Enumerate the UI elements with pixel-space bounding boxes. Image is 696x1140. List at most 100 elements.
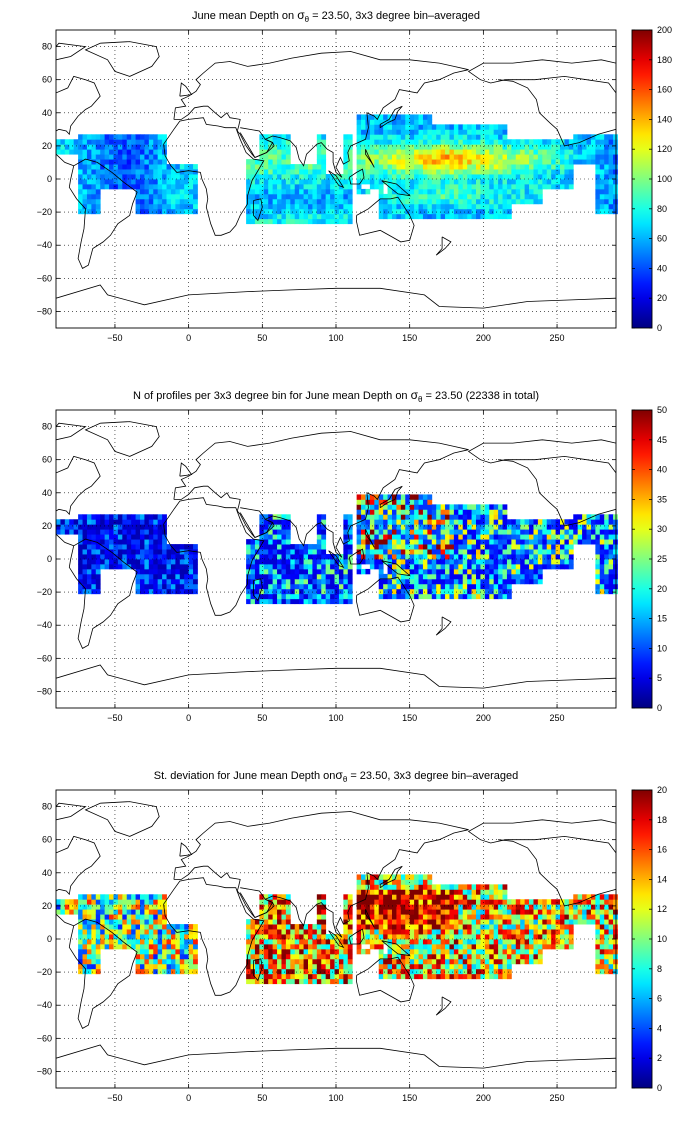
heatmap-cell xyxy=(476,953,481,960)
coastline xyxy=(173,51,469,178)
heatmap-cell xyxy=(471,554,477,560)
heatmap-cell xyxy=(69,904,75,910)
heatmap-cell xyxy=(506,973,512,980)
heatmap-cell xyxy=(285,179,291,185)
heatmap-cell xyxy=(369,154,375,160)
heatmap-cell xyxy=(184,924,190,930)
heatmap-cell xyxy=(325,948,331,955)
heatmap-cell xyxy=(193,203,198,210)
heatmap-cell xyxy=(537,164,543,170)
heatmap-cell xyxy=(502,164,508,170)
heatmap-cell xyxy=(422,183,428,190)
heatmap-cell xyxy=(560,179,565,185)
heatmap-cell xyxy=(409,958,415,965)
heatmap-cell xyxy=(498,929,503,935)
heatmap-cell xyxy=(467,934,472,940)
heatmap-cell xyxy=(263,904,269,910)
heatmap-cell xyxy=(56,139,61,145)
heatmap-cell xyxy=(294,203,300,210)
heatmap-cell xyxy=(546,524,552,530)
heatmap-cell xyxy=(259,144,265,150)
heatmap-cell xyxy=(431,929,437,935)
heatmap-cell xyxy=(392,953,397,960)
heatmap-cell xyxy=(445,884,450,890)
heatmap-cell xyxy=(254,539,260,545)
heatmap-cell xyxy=(254,159,260,165)
heatmap-cell xyxy=(268,554,274,560)
heatmap-cell xyxy=(520,193,526,200)
heatmap-cell xyxy=(524,948,530,955)
heatmap-cell xyxy=(56,529,61,535)
heatmap-cell xyxy=(100,514,106,520)
heatmap-cell xyxy=(387,188,393,195)
heatmap-cell xyxy=(484,894,490,900)
heatmap-cell xyxy=(462,588,468,595)
heatmap-cell xyxy=(387,213,393,220)
heatmap-cell xyxy=(533,578,539,585)
heatmap-cell xyxy=(467,174,472,180)
heatmap-cell xyxy=(148,894,154,900)
heatmap-cell xyxy=(64,899,70,905)
heatmap-cell xyxy=(520,573,526,580)
heatmap-cell xyxy=(95,934,101,940)
heatmap-cell xyxy=(343,149,349,155)
heatmap-cell xyxy=(493,914,499,920)
heatmap-cell xyxy=(613,134,618,140)
heatmap-cell xyxy=(321,169,327,175)
heatmap-cell xyxy=(259,154,265,160)
heatmap-cell xyxy=(608,164,614,170)
heatmap-cell xyxy=(498,559,503,565)
heatmap-cell xyxy=(378,559,384,565)
heatmap-cell xyxy=(449,958,455,965)
heatmap-cell xyxy=(188,573,194,580)
heatmap-cell xyxy=(467,894,472,900)
heatmap-cell xyxy=(312,198,318,205)
heatmap-cell xyxy=(378,208,384,215)
heatmap-cell xyxy=(484,188,490,195)
heatmap-cell xyxy=(312,183,318,190)
heatmap-cell xyxy=(343,193,349,200)
heatmap-cell xyxy=(560,563,565,570)
heatmap-cell xyxy=(440,559,446,565)
heatmap-cell xyxy=(308,573,313,580)
heatmap-cell xyxy=(498,914,503,920)
heatmap-cell xyxy=(524,544,530,550)
heatmap-cell xyxy=(480,588,486,595)
heatmap-cell xyxy=(604,208,610,215)
heatmap-cell xyxy=(312,169,318,175)
heatmap-cell xyxy=(343,534,349,540)
heatmap-cell xyxy=(281,179,287,185)
heatmap-cell xyxy=(542,154,548,160)
heatmap-cell xyxy=(396,499,402,505)
heatmap-cell xyxy=(95,588,101,595)
heatmap-cell xyxy=(294,934,300,940)
heatmap-cell xyxy=(91,188,97,195)
heatmap-cell xyxy=(250,973,256,980)
heatmap-cell xyxy=(175,924,181,930)
heatmap-cell xyxy=(440,179,446,185)
heatmap-cell xyxy=(69,139,75,145)
heatmap-cell xyxy=(462,943,468,950)
heatmap-cell xyxy=(577,144,583,150)
heatmap-cell xyxy=(445,919,450,925)
heatmap-cell xyxy=(378,164,384,170)
heatmap-cell xyxy=(392,149,397,155)
heatmap-cell xyxy=(392,188,397,195)
heatmap-cell xyxy=(356,499,362,505)
heatmap-cell xyxy=(246,968,251,975)
heatmap-cell xyxy=(343,174,349,180)
heatmap-cell xyxy=(387,924,393,930)
heatmap-cell xyxy=(484,504,490,510)
heatmap-cell xyxy=(290,953,296,960)
heatmap-cell xyxy=(427,924,433,930)
heatmap-cell xyxy=(91,534,97,540)
heatmap-cell xyxy=(64,144,70,150)
heatmap-cell xyxy=(445,504,450,510)
heatmap-cell xyxy=(378,213,384,220)
heatmap-cell xyxy=(254,213,260,220)
heatmap-cell xyxy=(422,568,428,575)
heatmap-cell xyxy=(246,559,251,565)
heatmap-cell xyxy=(122,909,128,915)
heatmap-cell xyxy=(378,889,384,895)
heatmap-cell xyxy=(365,924,371,930)
